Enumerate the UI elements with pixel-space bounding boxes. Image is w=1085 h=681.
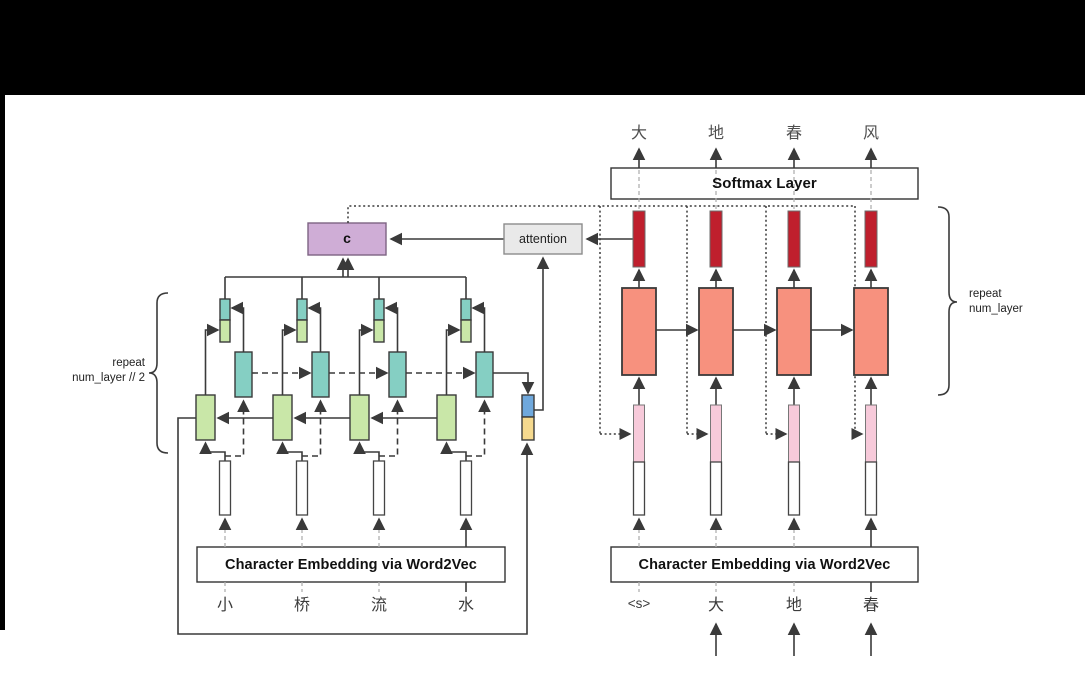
encoder-repeat-brace [148,292,169,454]
decoder-rnn-cell [698,287,734,376]
encoder-concat-state [460,298,472,321]
decoder-rnn-cell [621,287,657,376]
backward-rnn-cell [349,394,370,441]
decoder-output-char: 春 [785,125,802,142]
decoder-rnn-cell [853,287,889,376]
decoder-embedding-label: Character Embedding via Word2Vec [638,556,891,573]
softmax-label: Softmax Layer [712,175,817,192]
decoder-repeat-line1: repeat [969,288,1002,300]
decoder-input-vector [633,404,645,463]
decoder-input-char: 春 [862,597,879,614]
decoder-embedding-vector [787,461,801,516]
final-state-to-attention-arrow [534,256,550,411]
encoder-input-char: 流 [370,597,387,614]
encoder-concat-state [296,298,308,321]
final-state-forward [521,394,535,418]
decoder-embedding-box [610,546,919,583]
decoder-output-vector [864,210,878,268]
forward-rnn-cell [234,351,253,398]
encoder-input-char: 桥 [293,597,310,614]
decoder-embedding-vector [864,461,878,516]
decoder-output-vector [787,210,801,268]
decoder-repeat-annotation: repeat num_layer [969,287,1079,317]
decoder-output-char: 风 [862,125,879,142]
encoder-embedding-vector [218,460,232,516]
decoder-input-char: 地 [785,597,802,614]
encoder-bidirectional-rnn [148,256,550,635]
encoder-repeat-annotation: repeat num_layer // 2 [40,356,145,386]
decoder-input-vector [788,404,800,463]
encoder-repeat-line1: repeat [112,357,145,369]
encoder-embedding-vector [459,460,473,516]
backward-rnn-cell [195,394,216,441]
context-feed-line [347,205,855,223]
decoder-embedding-vector [632,461,646,516]
decoder-input-char: 大 [707,597,724,614]
encoder-embedding-box [196,546,506,583]
context-vector-box [307,222,387,256]
letterbox-left [0,95,5,630]
attention-mechanism [307,205,864,440]
forward-final-state-arrow [493,372,535,395]
decoder-repeat-line2: num_layer [969,303,1023,315]
decoder-input-char: <s> [627,595,651,611]
letterbox-top [0,0,1085,95]
backward-rnn-cell [436,394,457,441]
backward-final-state-loop [177,417,534,635]
decoder-output-char: 大 [630,125,647,142]
decoder-rnn-cell [776,287,812,376]
encoder-input-char: 水 [457,597,474,614]
decoder-rnn [610,147,958,656]
decoder-output-vector [632,210,646,268]
backward-rnn-cell [272,394,293,441]
encoder-concat-state [373,298,385,321]
softmax-box [610,167,919,200]
decoder-output-vector [709,210,723,268]
encoder-concat-state [219,298,231,321]
decoder-output-char: 地 [707,125,724,142]
decoder-input-vector [710,404,722,463]
encoder-repeat-line2: num_layer // 2 [72,372,145,384]
forward-rnn-cell [388,351,407,398]
decoder-input-vector [865,404,877,463]
attention-box [503,223,583,255]
encoder-embedding-vector [372,460,386,516]
context-vector-label: c [343,230,351,246]
final-state-backward [521,416,535,441]
forward-rnn-cell [311,351,330,398]
decoder-repeat-brace [937,206,958,396]
attention-label: attention [519,232,567,246]
encoder-embedding-label: Character Embedding via Word2Vec [225,556,477,573]
decoder-embedding-vector [709,461,723,516]
encoder-embedding-vector [295,460,309,516]
forward-rnn-cell [475,351,494,398]
encoder-input-char: 小 [216,597,233,614]
